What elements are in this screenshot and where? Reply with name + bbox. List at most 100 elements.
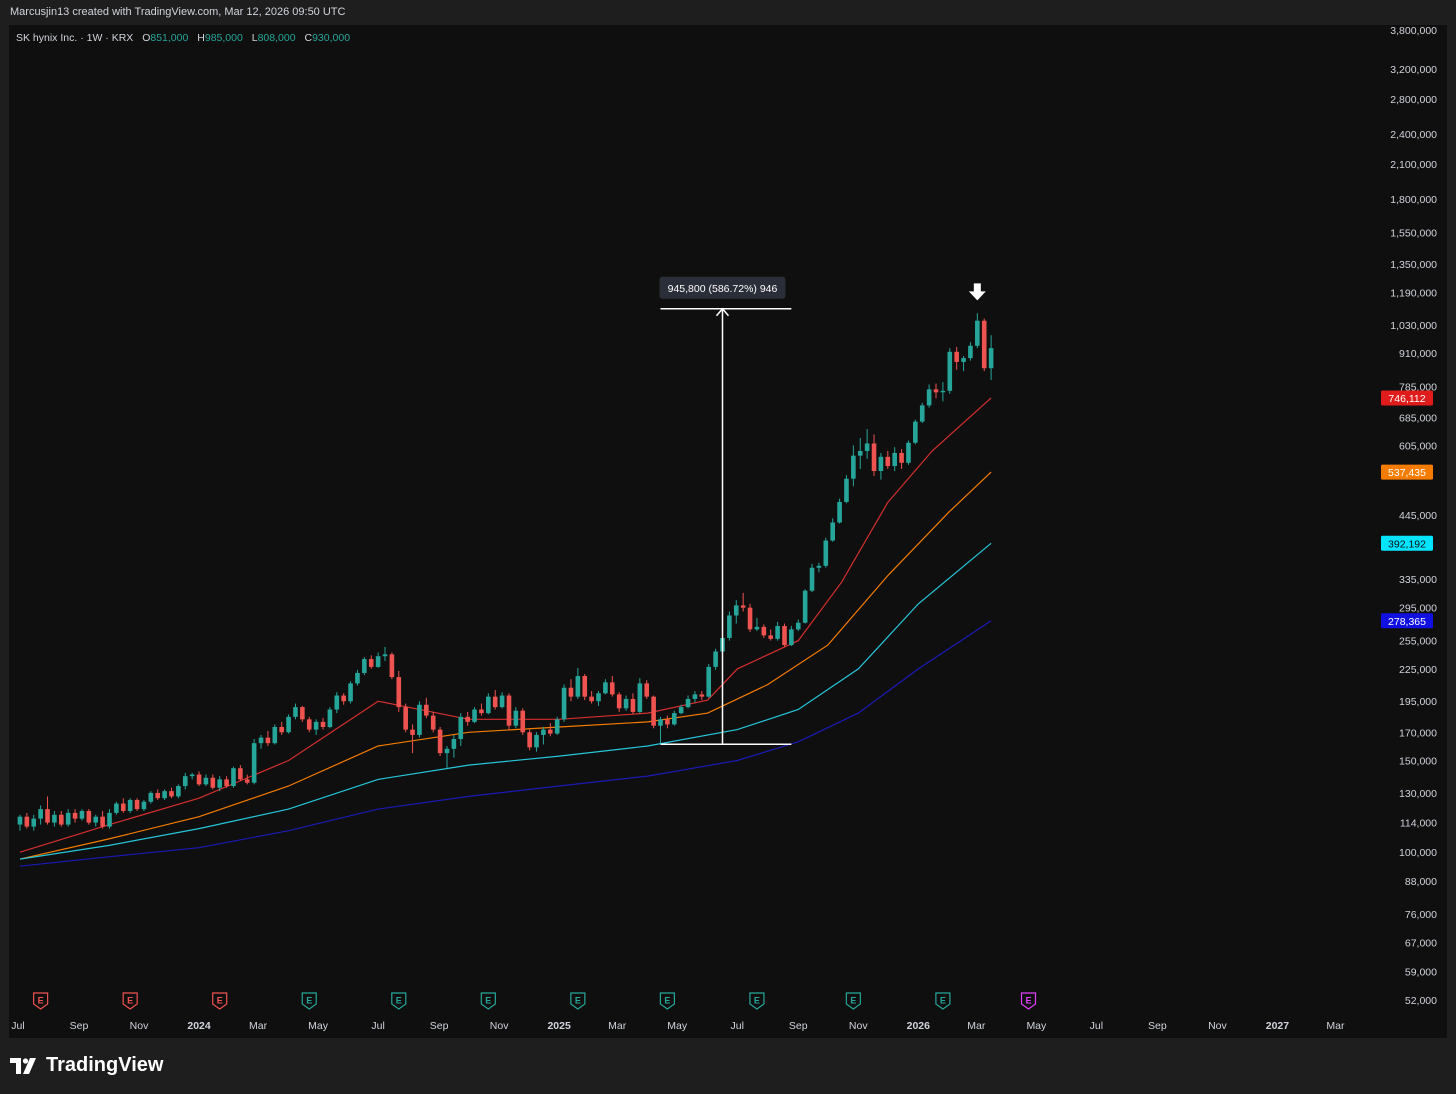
moving-average-line-4 xyxy=(19,620,992,867)
price-axis-label: 88,000 xyxy=(1405,876,1437,888)
candle-body xyxy=(603,682,608,694)
earnings-marker-icon xyxy=(301,992,317,1010)
price-badge xyxy=(1381,535,1433,551)
candle-body xyxy=(244,779,250,783)
candle-body xyxy=(906,442,911,463)
time-axis-label: Nov xyxy=(849,1020,868,1032)
price-axis-label: 195,000 xyxy=(1399,696,1437,708)
time-axis-label: Mar xyxy=(608,1020,627,1032)
earnings-marker-letter: E xyxy=(1025,996,1031,1006)
time-axis-label: Mar xyxy=(967,1020,986,1032)
candle-body xyxy=(93,816,99,823)
candle-body xyxy=(768,635,774,639)
candle-body xyxy=(816,565,822,568)
candle-body xyxy=(678,707,684,714)
candle-body xyxy=(933,389,939,393)
candle-body xyxy=(823,540,829,566)
candle-body xyxy=(396,677,402,708)
candle-body xyxy=(609,682,615,695)
time-axis-label: Jul xyxy=(731,1020,744,1032)
candle-body xyxy=(665,719,670,725)
candle-body xyxy=(86,810,92,823)
candle-body xyxy=(878,456,884,472)
candle-body xyxy=(802,590,808,623)
candle-body xyxy=(830,522,835,541)
price-axis-label: 100,000 xyxy=(1399,847,1437,859)
candle-body xyxy=(300,707,305,720)
open-label: O xyxy=(142,32,151,44)
price-axis-label: 910,000 xyxy=(1399,348,1437,360)
candle-body xyxy=(713,651,718,667)
tradingview-logo-icon xyxy=(10,1057,36,1074)
time-axis-label: Nov xyxy=(1208,1020,1227,1032)
price-axis-label: 150,000 xyxy=(1399,756,1437,768)
candle-body xyxy=(740,605,746,608)
time-axis-label: May xyxy=(308,1020,329,1032)
candle-body xyxy=(671,713,677,725)
candle-body xyxy=(548,729,553,734)
candle-body xyxy=(417,704,422,735)
down-arrow-icon xyxy=(968,283,986,301)
candle-body xyxy=(341,695,346,702)
price-badge xyxy=(1381,390,1433,406)
time-axis-label: Jul xyxy=(1090,1020,1103,1032)
close-label: C xyxy=(304,32,313,44)
candle-body xyxy=(362,659,367,673)
candle-body xyxy=(968,345,973,359)
price-axis-label: 605,000 xyxy=(1399,440,1437,452)
close-value: 930,000 xyxy=(312,32,351,44)
moving-average-line-3 xyxy=(19,542,992,860)
price-badge-label: 746,112 xyxy=(1388,393,1425,405)
price-axis-label: 255,000 xyxy=(1399,636,1437,648)
price-axis-label: 3,800,000 xyxy=(1390,25,1437,37)
tradingview-logo[interactable]: TradingView xyxy=(10,1054,163,1077)
low-value: 808,000 xyxy=(257,32,296,44)
earnings-marker-icon xyxy=(122,992,138,1010)
measure-arrowhead xyxy=(715,307,730,317)
candle-body xyxy=(375,656,381,667)
candle-body xyxy=(520,710,526,733)
candle-body xyxy=(203,777,209,785)
candle-body xyxy=(754,626,760,630)
low-label: L xyxy=(251,32,258,44)
candle-body xyxy=(954,351,959,362)
candle-body xyxy=(24,816,30,827)
candle-body xyxy=(947,351,953,391)
candle-body xyxy=(114,803,119,813)
price-axis-label: 170,000 xyxy=(1399,727,1437,739)
candle-body xyxy=(52,814,57,823)
candle-body xyxy=(575,676,581,697)
candle-body xyxy=(789,629,794,646)
candle-body xyxy=(871,443,877,472)
candle-body xyxy=(554,719,560,734)
candle-body xyxy=(176,786,181,797)
candle-body xyxy=(486,696,491,714)
price-axis-label: 1,800,000 xyxy=(1390,194,1437,206)
candle-body xyxy=(279,727,284,733)
candle-body xyxy=(727,615,732,638)
candle-body xyxy=(327,709,333,728)
time-axis-label: Sep xyxy=(1148,1020,1167,1032)
time-axis-label: May xyxy=(667,1020,688,1032)
candle-body xyxy=(465,716,470,722)
candle-body xyxy=(293,707,298,717)
plot-background xyxy=(9,25,1447,1038)
candle-body xyxy=(334,695,340,710)
candle-body xyxy=(851,455,856,479)
candle-body xyxy=(864,443,870,452)
candle-body xyxy=(265,737,271,744)
price-axis-label: 685,000 xyxy=(1399,412,1437,424)
candle-body xyxy=(224,779,229,787)
candle-body xyxy=(210,777,216,788)
candle-body xyxy=(506,695,512,726)
candle-body xyxy=(410,729,415,735)
candle-body xyxy=(981,320,987,369)
candle-body xyxy=(857,451,863,456)
candle-body xyxy=(492,696,498,708)
candle-body xyxy=(747,607,753,630)
time-axis-label: 2026 xyxy=(907,1020,931,1032)
earnings-marker-letter: E xyxy=(754,996,760,1006)
earnings-marker-icon xyxy=(212,992,228,1010)
price-axis-label: 225,000 xyxy=(1399,664,1437,676)
